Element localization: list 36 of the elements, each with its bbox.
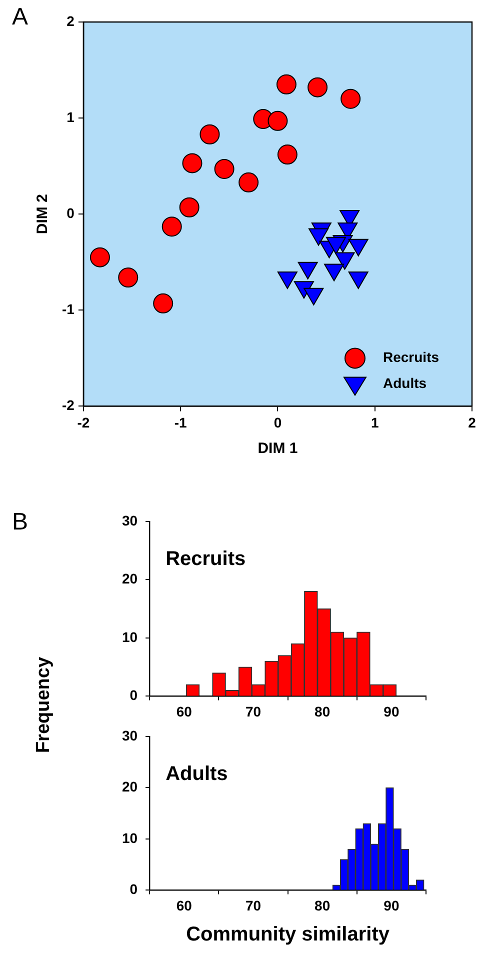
x-axis-title: Community similarity bbox=[186, 924, 390, 946]
y-tick-label: 10 bbox=[122, 830, 138, 846]
y-tick-label: 0 bbox=[130, 881, 138, 898]
x-tick-label: 2 bbox=[468, 414, 476, 430]
y-tick-label: 0 bbox=[66, 204, 75, 221]
x-tick-label: 1 bbox=[370, 414, 379, 430]
x-axis-title: DIM 1 bbox=[258, 440, 298, 458]
y-tick-label: 20 bbox=[122, 778, 138, 795]
x-tick-label: 80 bbox=[314, 703, 330, 720]
x-tick-label: 90 bbox=[384, 703, 400, 720]
text: A bbox=[12, 4, 28, 31]
x-tick-label: 0 bbox=[274, 414, 282, 430]
y-tick-label: 30 bbox=[122, 727, 138, 744]
x-tick-label: 60 bbox=[176, 897, 192, 914]
y-tick-label: 30 bbox=[122, 512, 138, 528]
x-tick-label: 70 bbox=[245, 897, 262, 914]
legend-label: Recruits bbox=[383, 349, 440, 366]
y-tick-label: 10 bbox=[122, 628, 138, 645]
x-tick-label: 60 bbox=[176, 703, 192, 720]
y-tick-label: -2 bbox=[62, 397, 75, 414]
text: Adults bbox=[166, 762, 228, 785]
x-tick-label: -2 bbox=[77, 414, 90, 430]
x-tick-label: 80 bbox=[314, 897, 330, 914]
y-axis-title: Frequency bbox=[33, 656, 56, 754]
y-tick-label: 20 bbox=[122, 570, 138, 587]
y-tick-label: 0 bbox=[130, 687, 138, 704]
y-tick-label: -1 bbox=[62, 301, 75, 318]
x-tick-label: -1 bbox=[174, 414, 188, 430]
y-tick-label: 2 bbox=[66, 12, 75, 29]
x-tick-label: 90 bbox=[384, 897, 400, 914]
y-axis-title: DIM 2 bbox=[34, 194, 52, 234]
text: B bbox=[12, 508, 28, 536]
x-tick-label: 70 bbox=[245, 703, 262, 720]
legend-label: Adults bbox=[383, 375, 427, 392]
text: Recruits bbox=[166, 548, 246, 570]
y-tick-label: 1 bbox=[66, 108, 75, 125]
